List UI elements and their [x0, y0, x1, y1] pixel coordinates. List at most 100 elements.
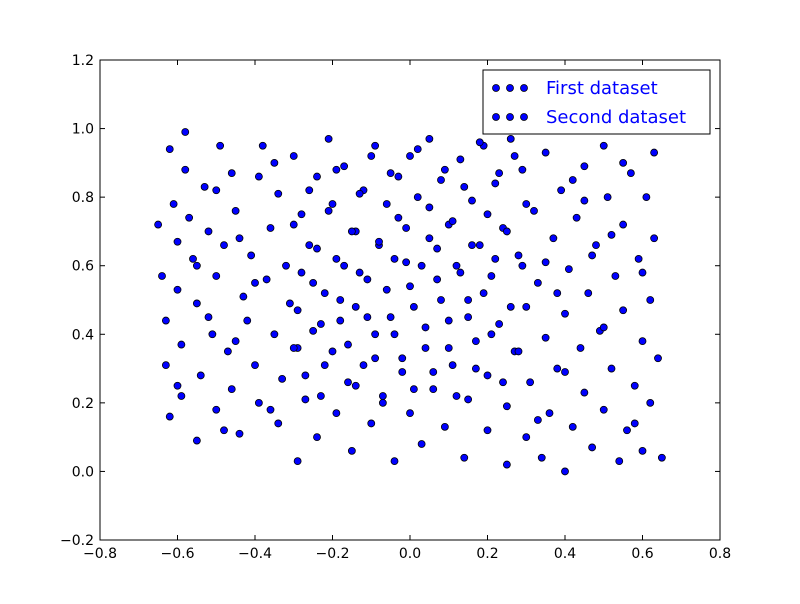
x-tick-label: −0.2 [316, 546, 350, 562]
y-tick-label: 0.6 [72, 259, 94, 275]
data-point [320, 289, 329, 298]
data-point [165, 145, 174, 154]
data-point [173, 237, 182, 246]
data-point [495, 169, 504, 178]
data-point [309, 326, 318, 335]
data-point [541, 333, 550, 342]
y-tick-label: 0.8 [72, 190, 94, 206]
data-point [386, 313, 395, 322]
data-point [340, 261, 349, 270]
data-point [177, 340, 186, 349]
x-tick-label: 0.8 [709, 546, 731, 562]
data-point [495, 320, 504, 328]
data-point [394, 213, 403, 222]
legend-entry: Second dataset [492, 107, 686, 128]
data-point [363, 275, 372, 284]
data-point [557, 186, 566, 195]
data-point [154, 220, 163, 229]
data-point [468, 196, 476, 205]
data-point [332, 165, 341, 174]
data-point [568, 422, 577, 431]
legend-entries: First dataset Second dataset [492, 78, 686, 128]
data-point [243, 316, 252, 325]
data-point [382, 285, 391, 294]
data-point [456, 155, 465, 164]
data-point [479, 289, 488, 298]
data-point [289, 344, 298, 352]
data-point [417, 261, 426, 270]
data-point [262, 275, 271, 284]
data-point [200, 182, 209, 191]
data-point [316, 320, 325, 328]
y-tick-label: 1.0 [72, 122, 94, 138]
data-point [607, 230, 616, 239]
data-point [483, 426, 492, 435]
data-point [564, 265, 573, 274]
data-point [607, 364, 616, 373]
data-point [158, 272, 166, 280]
data-point [603, 193, 612, 202]
data-point [475, 138, 484, 147]
x-tick-label: −0.6 [161, 546, 195, 562]
data-point [584, 289, 593, 298]
data-point [502, 227, 511, 236]
data-point [266, 405, 275, 414]
data-point [344, 378, 352, 387]
data-point [491, 254, 500, 263]
data-point [630, 381, 639, 390]
data-point [444, 344, 453, 352]
x-tick-label: −0.4 [238, 546, 272, 562]
data-point [572, 213, 581, 222]
data-point [204, 313, 213, 322]
data-point [588, 251, 597, 260]
data-point [506, 134, 515, 143]
data-point [406, 409, 414, 418]
data-point [212, 272, 221, 280]
legend-marker [520, 113, 528, 121]
data-point [483, 210, 492, 219]
data-point [189, 254, 197, 263]
data-point [437, 176, 445, 184]
data-point [471, 337, 480, 346]
legend-marker [520, 84, 528, 92]
data-point [305, 241, 314, 250]
data-point [650, 234, 659, 243]
data-point [394, 172, 403, 181]
data-point [518, 165, 527, 174]
data-point [522, 433, 531, 442]
data-point [204, 227, 213, 236]
data-point [502, 460, 511, 469]
data-point [650, 148, 659, 157]
data-point [409, 302, 418, 311]
data-point [533, 416, 542, 424]
data-point [433, 275, 442, 284]
data-point [231, 206, 240, 215]
data-point [266, 224, 275, 232]
data-point [638, 268, 647, 277]
data-point [216, 141, 225, 150]
legend-marker [492, 84, 500, 92]
data-point [599, 141, 608, 150]
data-point [646, 398, 655, 407]
data-point [522, 200, 531, 208]
data-point [553, 364, 562, 373]
data-point [514, 251, 523, 260]
data-point [402, 258, 411, 267]
data-point [541, 148, 550, 157]
data-point [251, 361, 259, 370]
legend-label: First dataset [546, 78, 658, 99]
data-point [646, 296, 655, 304]
data-point [452, 261, 461, 270]
y-tick-label: 0.0 [72, 464, 94, 480]
data-point [301, 371, 310, 380]
data-point [227, 385, 236, 394]
data-point [487, 330, 496, 339]
data-point [173, 285, 182, 294]
data-point [289, 220, 298, 229]
legend-marker [506, 84, 514, 92]
data-point [634, 254, 643, 263]
data-point [332, 254, 341, 263]
data-point [425, 234, 434, 243]
data-point [282, 261, 290, 270]
